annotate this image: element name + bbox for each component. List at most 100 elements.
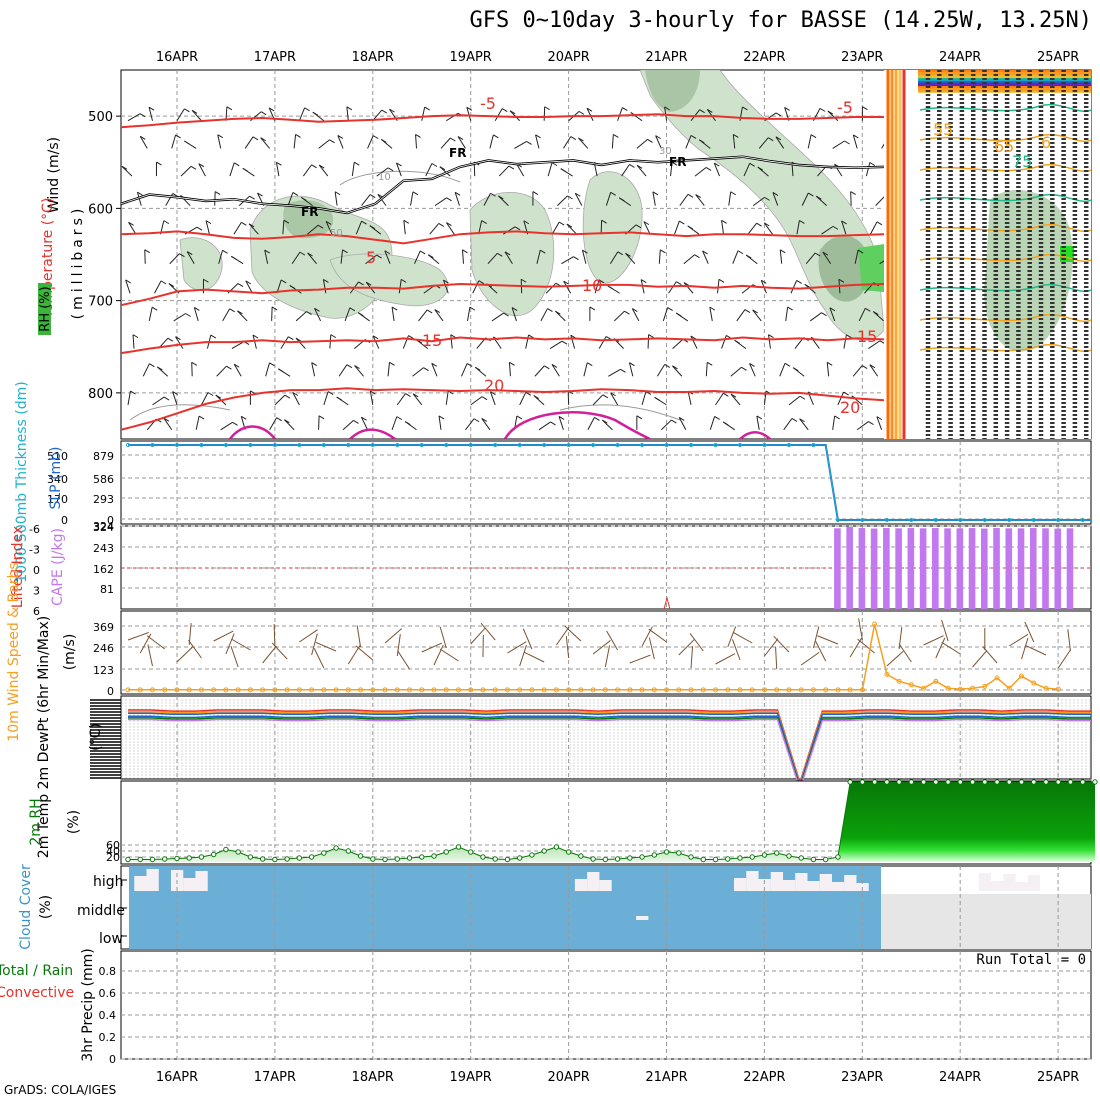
wind-barb-flag [231,255,237,260]
wind-barb [275,162,280,177]
wind-speed-marker [896,678,902,684]
wind-barb-flag [876,416,883,421]
precip-panel: 0.8 0.6 0.4 0.2 0 Run Total = 0 Total / Rain… [0,948,1092,1066]
wind-barb [391,416,398,430]
surface-barb [470,627,486,645]
wind-barb-flag [730,191,736,196]
wind-barb-flag [544,365,550,370]
wind-barb [440,137,451,149]
chart-title: GFS 0~10day 3-hourly for BASSE (14.25W, … [469,8,1092,33]
wind-barb-flag [346,106,353,111]
wind-barb-flag [318,164,325,169]
wind-barb [799,418,809,431]
wind-barb-flag [722,421,729,426]
cloud-units: (%) [38,895,54,919]
wind-barb-flag [288,336,294,341]
wind-barb-flag [829,307,836,312]
wind-barb-flag [620,368,626,373]
cape-tick-label: 81 [100,583,114,596]
rh2m-marker [1055,779,1061,785]
storm-band [918,74,1091,77]
wind-barb [171,134,177,149]
wind-speed-marker [713,687,719,693]
wind-barb-flag [245,280,252,285]
wind-barb-flag [132,334,139,339]
wind-barb [752,309,762,322]
wind-barb-flag [660,249,666,254]
wind-barb-flag [384,250,391,255]
cape-bar [834,528,841,609]
rh2m-marker [272,856,278,863]
temp2m-line-dewpt [128,718,1091,792]
wind-barb-flag [718,278,725,283]
wind-barb [445,222,455,235]
wind-barb-flag [334,191,341,196]
wind-speed-marker [1031,680,1037,686]
temp2m-series [128,709,1091,792]
bottom-date-22apr: 22APR [743,1070,785,1085]
wind-barb [457,136,466,149]
wind-barb-flag [814,252,821,257]
wind-barb-flag [690,135,697,139]
wind-barb-flag [490,391,496,396]
wind-barb-flag [509,361,515,366]
cloud-missing-block [881,894,1091,949]
wind10m-label: 10m Wind Speed & Barbs [6,562,22,741]
wind-barb-flag [832,225,839,230]
temp2m-panel: 2m Temp 2m DewPt (6hr Min/Max) (°C) [36,616,1092,858]
cape-bar [919,528,927,609]
wind-barb [396,393,406,406]
wind-barb [763,222,773,235]
wind-barb-flag [602,394,609,399]
wind-barb [231,341,245,350]
rh2m-marker [1031,779,1037,785]
surface-barb [812,626,820,649]
wind-barb-flag [664,106,670,111]
rh2m-marker [210,851,217,858]
wind-barb-flag [423,367,429,372]
wind-barb-flag [570,136,577,140]
wind-barb [498,165,510,177]
wind-barb-flag [175,134,181,139]
wind-barb-flag [796,280,802,284]
cape-bar [907,528,915,609]
wind-barb-flag [207,392,214,396]
wind-barb [538,421,551,431]
wind-barb-flag [299,251,306,256]
wind-tick-label: 123 [93,664,114,677]
wind-barb-flag [636,164,643,169]
wind-barb-flag [284,394,291,399]
cape-bar [993,528,1000,609]
wind-barb [540,308,548,322]
wind-barb-flag [767,137,774,142]
wind-speed-marker [982,684,988,690]
wind-barb-flag [733,134,739,138]
wind-speed-marker [835,687,841,693]
wind-barb-flag [469,306,476,311]
wind-barb [679,193,689,206]
wind-barb [730,393,741,406]
wind-speed-marker [602,687,608,693]
wind10m-units: (m/s) [62,634,78,671]
thickness-marker [591,442,596,448]
wind-barb [425,163,433,177]
wind-barb-flag [819,107,826,112]
wind-barb-flag [742,106,748,111]
wind-barb-flag [589,306,596,311]
wind-barb-flag [163,220,170,225]
rh2m-marker [749,854,755,860]
wind-barb [856,421,869,431]
thickness-marker [1080,517,1085,523]
cape-bar [883,528,890,609]
slp-tick-label: 586 [93,473,114,486]
wind-barb [325,221,333,235]
wind-barb-flag [821,312,827,317]
rh2m-marker [822,856,829,863]
wind-barb [658,249,661,264]
wind-barb [421,106,426,121]
wind-barb [322,279,327,294]
wind-barb-flag [284,419,290,424]
wind-barb [690,335,698,349]
thickness-marker [958,517,963,523]
